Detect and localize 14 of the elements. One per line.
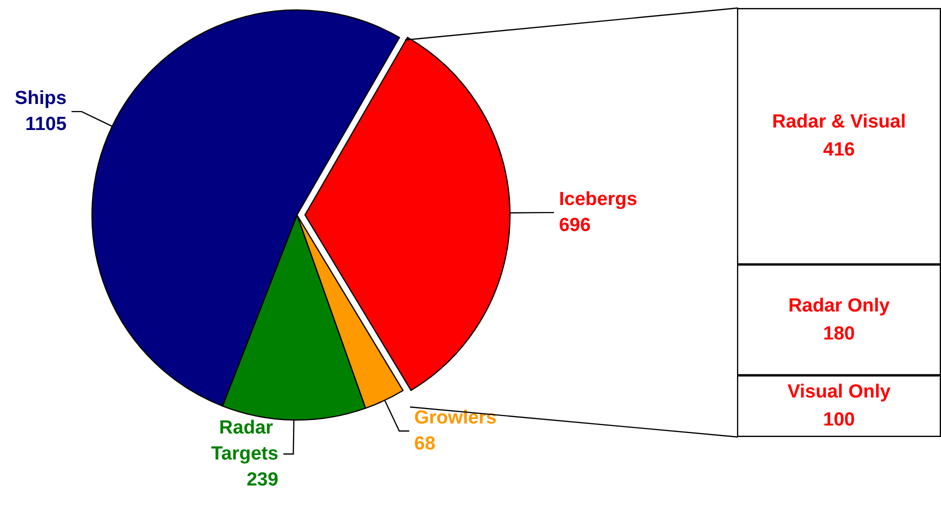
series-label: Visual Only: [787, 382, 891, 403]
data-label: 180: [823, 323, 855, 344]
series-label: Radar Only: [788, 295, 890, 316]
data-label: 100: [823, 410, 855, 431]
series-label: Radar & Visual: [772, 112, 906, 133]
data-label: 68: [414, 434, 436, 455]
slice-label: Growlers: [414, 408, 497, 429]
slice-label: Icebergs: [558, 189, 638, 210]
data-label: 416: [823, 140, 855, 161]
data-label: 239: [246, 469, 278, 490]
data-label: 696: [558, 215, 591, 236]
data-label: 1105: [25, 114, 67, 136]
slice-label: Ships: [14, 88, 67, 110]
slice-label: Radar Targets: [211, 417, 278, 464]
